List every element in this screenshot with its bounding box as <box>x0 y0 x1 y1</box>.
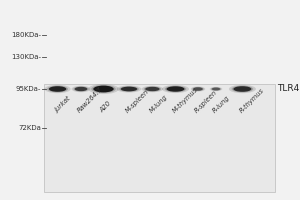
Ellipse shape <box>88 84 119 94</box>
Ellipse shape <box>47 86 68 92</box>
Ellipse shape <box>121 87 137 91</box>
Ellipse shape <box>74 86 88 92</box>
Bar <box>44 84 274 192</box>
Ellipse shape <box>165 86 186 92</box>
Ellipse shape <box>210 87 222 91</box>
Ellipse shape <box>117 85 141 93</box>
Ellipse shape <box>211 87 221 91</box>
Text: TLR4: TLR4 <box>278 84 300 93</box>
Ellipse shape <box>232 86 253 92</box>
Ellipse shape <box>167 86 184 92</box>
Text: M-lung: M-lung <box>148 94 169 114</box>
Ellipse shape <box>72 86 91 92</box>
Ellipse shape <box>142 86 163 92</box>
Text: Raw264.7: Raw264.7 <box>77 86 104 114</box>
Ellipse shape <box>233 86 251 92</box>
Ellipse shape <box>145 87 160 91</box>
Text: M-spleen: M-spleen <box>125 88 150 114</box>
Ellipse shape <box>229 85 256 93</box>
Text: A20: A20 <box>99 101 113 114</box>
Ellipse shape <box>49 86 66 92</box>
Text: R-spleen: R-spleen <box>194 89 219 114</box>
Text: 72KDa: 72KDa <box>18 125 41 131</box>
Text: Jurkat: Jurkat <box>53 96 71 114</box>
Text: R-lung: R-lung <box>212 94 231 114</box>
Ellipse shape <box>192 87 204 91</box>
Text: M-thymus: M-thymus <box>171 86 199 114</box>
Text: 95KDa-: 95KDa- <box>16 86 41 92</box>
Text: 130KDa-: 130KDa- <box>11 54 41 60</box>
Ellipse shape <box>44 85 71 93</box>
Ellipse shape <box>75 87 87 91</box>
Ellipse shape <box>191 86 205 92</box>
Ellipse shape <box>162 85 189 93</box>
Ellipse shape <box>93 86 114 92</box>
Ellipse shape <box>193 87 203 91</box>
Ellipse shape <box>212 88 220 90</box>
Ellipse shape <box>91 85 116 93</box>
Ellipse shape <box>144 86 161 92</box>
Text: R-thymus: R-thymus <box>238 87 265 114</box>
Text: 180KDa-: 180KDa- <box>11 32 41 38</box>
Ellipse shape <box>119 86 139 92</box>
